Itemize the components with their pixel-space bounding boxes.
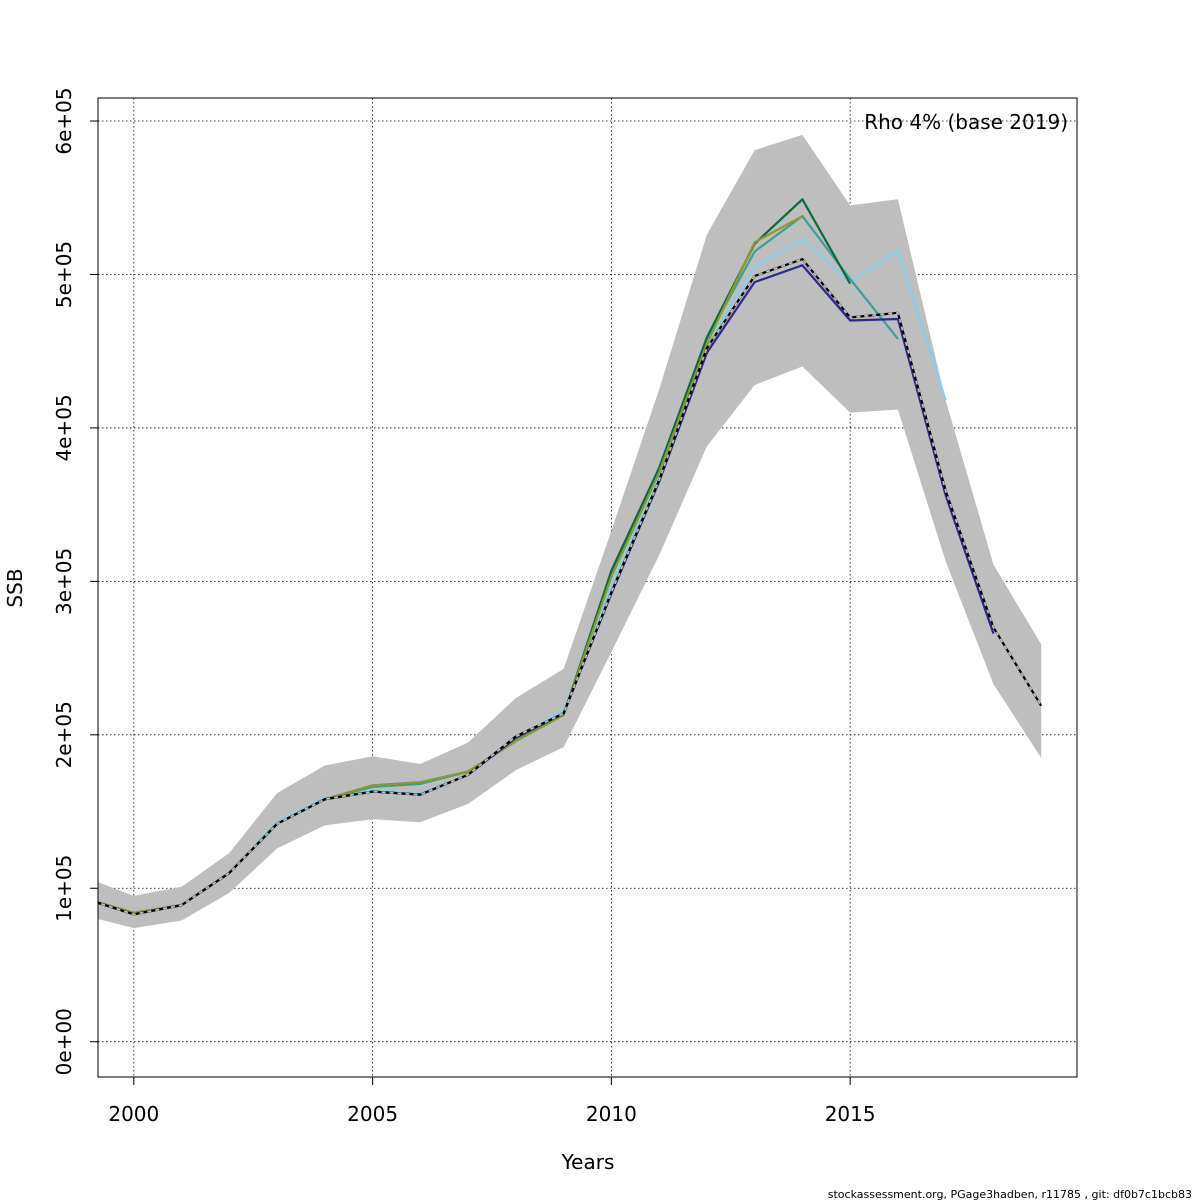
rho-annotation: Rho 4% (base 2019) <box>864 110 1068 134</box>
confidence-band-layer <box>98 134 1042 929</box>
x-tick-label: 2005 <box>347 1102 398 1126</box>
confidence-band <box>98 134 1042 929</box>
series-lines <box>98 198 1043 916</box>
series-line-7 <box>98 258 1042 916</box>
y-tick-label: 2e+05 <box>52 701 76 768</box>
gridlines <box>98 98 1077 1077</box>
y-tick-label: 0e+00 <box>52 1008 76 1075</box>
y-axis-label: SSB <box>3 568 27 607</box>
y-tick-label: 5e+05 <box>52 241 76 308</box>
plot-frame <box>97 97 1078 1078</box>
y-tick-label: 1e+05 <box>52 855 76 922</box>
x-axis-label: Years <box>561 1150 615 1174</box>
y-tick-label: 4e+05 <box>52 394 76 461</box>
y-axis: 0e+00 1e+05 2e+05 3e+05 4e+05 5e+05 6e+05 <box>52 87 98 1075</box>
x-tick-label: 2000 <box>108 1102 159 1126</box>
y-tick-label: 3e+05 <box>52 548 76 615</box>
x-tick-label: 2015 <box>825 1102 876 1126</box>
x-tick-label: 2010 <box>586 1102 637 1126</box>
x-axis: 2000 2005 2010 2015 <box>108 1077 876 1126</box>
footer-credit: stockassessment.org, PGage3hadben, r1178… <box>828 1188 1192 1200</box>
y-tick-label: 6e+05 <box>52 87 76 154</box>
